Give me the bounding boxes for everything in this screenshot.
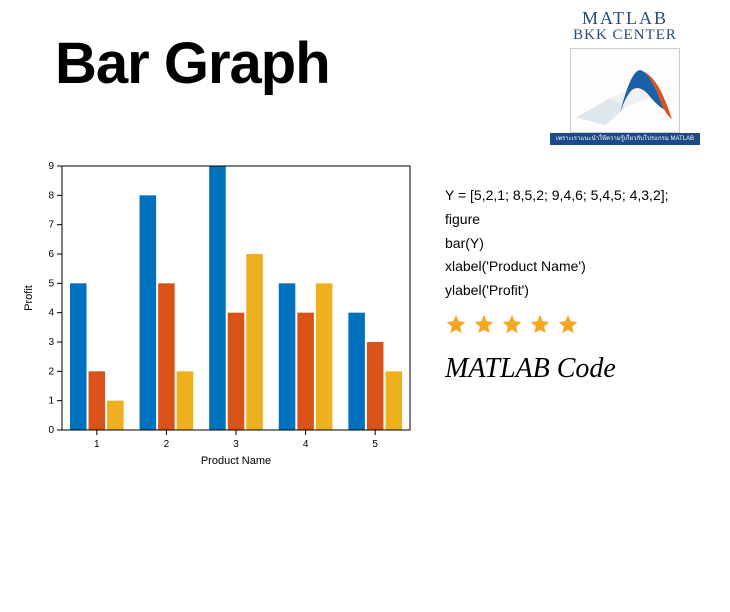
svg-text:1: 1: [94, 439, 100, 450]
star-icon: [445, 313, 467, 335]
bar-chart: 0 1 2 3 4 5 6 7 8 9 1 2 3 4 5 Product Name Profit: [20, 160, 420, 470]
svg-text:2: 2: [164, 439, 170, 450]
star-icon: [501, 313, 523, 335]
svg-text:6: 6: [48, 249, 54, 260]
logo-strip: เพราะเราแนะนำให้ความรู้เกี่ยวกับโปรแกรม …: [550, 133, 700, 145]
script-label: MATLAB Code: [445, 353, 705, 385]
code-line: figure: [445, 208, 705, 232]
code-line: xlabel('Product Name'): [445, 255, 705, 279]
logo-title: MATLAB: [550, 8, 700, 29]
star-rating: [445, 313, 705, 335]
code-line: Y = [5,2,1; 8,5,2; 9,4,6; 5,4,5; 4,3,2];: [445, 184, 705, 208]
svg-text:2: 2: [48, 366, 54, 377]
svg-text:7: 7: [48, 220, 54, 231]
star-icon: [473, 313, 495, 335]
logo-subtitle: BKK CENTER: [550, 27, 700, 44]
svg-text:9: 9: [48, 161, 54, 172]
svg-text:0: 0: [48, 425, 54, 436]
logo: MATLAB BKK CENTER เพราะเราแนะนำให้ความรู…: [550, 8, 700, 145]
star-icon: [557, 313, 579, 335]
svg-text:Profit: Profit: [23, 285, 35, 311]
svg-text:4: 4: [303, 439, 309, 450]
code-block: Y = [5,2,1; 8,5,2; 9,4,6; 5,4,5; 4,3,2];…: [445, 184, 705, 385]
svg-text:Product Name: Product Name: [201, 455, 271, 467]
svg-text:8: 8: [48, 190, 54, 201]
page-title: Bar Graph: [55, 30, 330, 97]
code-line: bar(Y): [445, 232, 705, 256]
svg-text:5: 5: [48, 278, 54, 289]
svg-text:4: 4: [48, 308, 54, 319]
svg-text:3: 3: [48, 337, 54, 348]
svg-text:5: 5: [372, 439, 378, 450]
matlab-logo-icon: [570, 48, 680, 133]
svg-text:3: 3: [233, 439, 239, 450]
star-icon: [529, 313, 551, 335]
code-line: ylabel('Profit'): [445, 279, 705, 303]
svg-text:1: 1: [48, 396, 54, 407]
